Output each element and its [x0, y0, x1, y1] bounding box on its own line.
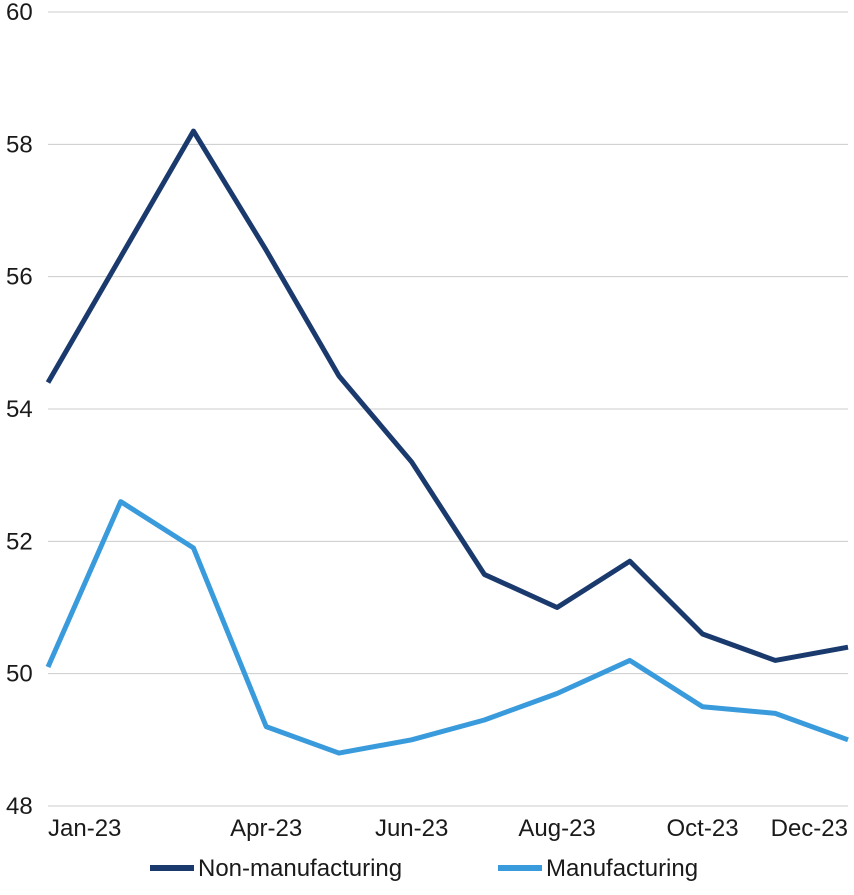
y-axis-label: 50: [6, 661, 33, 688]
chart-svg: 48 50 52 54 56 58 60 Jan-23 Apr-23 Jun-23 Aug-23 Oc…: [0, 0, 854, 895]
pmi-line-chart: 48 50 52 54 56 58 60 Jan-23 Apr-23 Jun-23 Aug-23 Oc…: [0, 0, 854, 895]
x-axis-label: Apr-23: [230, 815, 302, 842]
y-axis-label: 48: [6, 793, 33, 820]
y-axis-label: 56: [6, 264, 33, 291]
x-axis-label: Dec-23: [771, 815, 848, 842]
chart-background: [0, 0, 854, 895]
x-axis-label: Oct-23: [667, 815, 739, 842]
x-axis-label: Jun-23: [375, 815, 448, 842]
y-axis-label: 54: [6, 396, 33, 423]
x-axis-label: Aug-23: [518, 815, 595, 842]
y-axis-label: 58: [6, 131, 33, 158]
legend-label: Non-manufacturing: [198, 855, 402, 882]
y-axis-label: 52: [6, 528, 33, 555]
legend-label: Manufacturing: [546, 855, 698, 882]
x-axis-label: Jan-23: [48, 815, 121, 842]
y-axis-label: 60: [6, 0, 33, 26]
